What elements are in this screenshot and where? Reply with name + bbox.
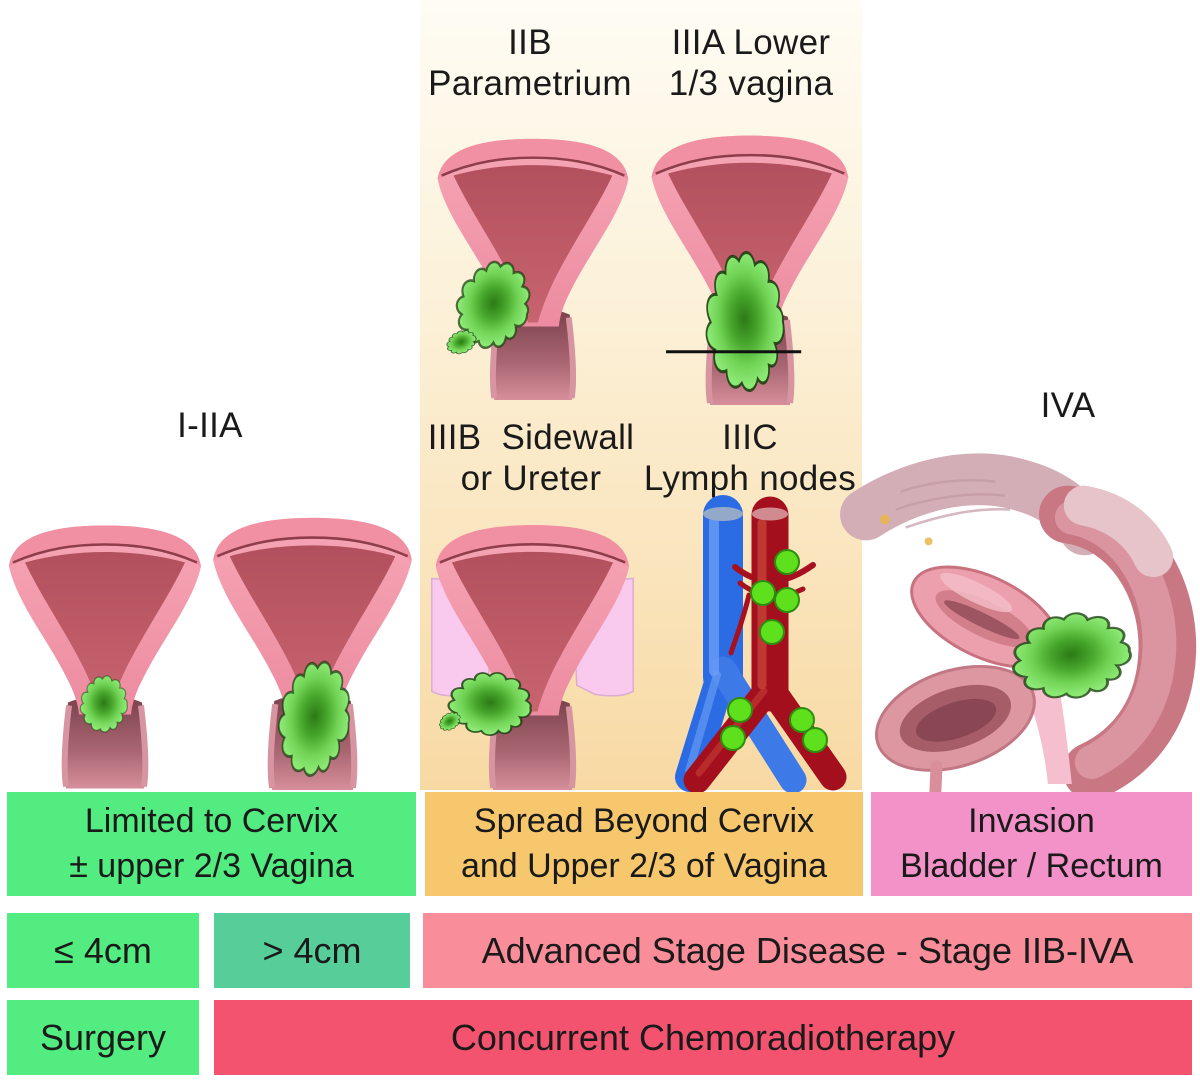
bar-limited-line2: ± upper 2/3 Vagina — [69, 847, 354, 885]
lymph-nodes — [720, 549, 828, 753]
stage-label-i-iia: I-IIA — [110, 405, 310, 446]
bar-invasion-line2: Bladder / Rectum — [900, 847, 1163, 885]
bar-le-4cm-label: ≤ 4cm — [54, 929, 152, 971]
lymph-node-icon — [720, 725, 746, 751]
stage-label-iiib: IIIB Sidewall or Ureter — [420, 417, 642, 499]
stage-label-iva: IVA — [968, 385, 1168, 426]
bar-advanced-label: Advanced Stage Disease - Stage IIB-IVA — [481, 929, 1134, 971]
bar-advanced-stage-disease: Advanced Stage Disease - Stage IIB-IVA — [423, 913, 1192, 988]
lymph-node-icon — [789, 707, 815, 733]
lymph-node-icon — [802, 727, 828, 753]
bar-chemo-label: Concurrent Chemoradiotherapy — [450, 1016, 956, 1058]
lymph-node-icon — [727, 697, 753, 723]
vein-blue — [675, 495, 807, 794]
rectum — [1038, 485, 1197, 800]
illustration-pelvis-iva — [840, 453, 1197, 807]
bar-surgery-label: Surgery — [39, 1016, 167, 1058]
bar-spread-beyond-cervix: Spread Beyond Cervix and Upper 2/3 of Va… — [425, 792, 863, 896]
bar-spread-line1: Spread Beyond Cervix — [473, 802, 815, 840]
stage-label-iib: IIB Parametrium — [420, 22, 640, 104]
illustration-uterus-i-iia-large — [205, 490, 420, 790]
stage-label-iiic: IIIC Lymph nodes — [635, 417, 865, 499]
stage-label-iiia-line2: 1/3 vagina — [668, 64, 834, 103]
illustration-uterus-i-iia-small — [5, 497, 205, 790]
bar-limited-line1: Limited to Cervix — [84, 802, 339, 840]
stage-label-iiib-line2: or Ureter — [460, 459, 602, 498]
stage-label-iiic-line2: Lymph nodes — [643, 459, 857, 498]
illustration-uterus-iiia — [640, 108, 860, 405]
bar-invasion-line1: Invasion — [968, 802, 1095, 840]
bar-spread-line2: and Upper 2/3 of Vagina — [460, 847, 828, 885]
lymph-node-icon — [774, 549, 800, 575]
uterus-sagittal — [910, 565, 1061, 669]
stage-label-iiic-line1: IIIC — [722, 418, 778, 457]
stage-label-iiia: IIIA Lower 1/3 vagina — [635, 22, 867, 104]
bar-invasion-bladder-rectum: Invasion Bladder / Rectum — [871, 792, 1192, 896]
illustration-uterus-iib — [428, 112, 638, 400]
lymph-node-icon — [750, 580, 776, 606]
stage-label-i-iia-text: I-IIA — [177, 406, 243, 445]
stage-label-iib-line2: Parametrium — [428, 64, 632, 103]
stage-label-iiia-line1: IIIA Lower — [671, 23, 831, 62]
stage-label-iib-line1: IIB — [508, 23, 552, 62]
bar-surgery: Surgery — [7, 1000, 199, 1075]
lymph-node-icon — [774, 587, 800, 613]
stage-label-iva-text: IVA — [1040, 386, 1096, 425]
bar-gt-4cm-label: > 4cm — [262, 929, 362, 971]
stage-label-iiib-line1: IIIB Sidewall — [427, 418, 635, 457]
illustration-uterus-iiib — [425, 498, 634, 790]
illustration-lymph-nodes-iiic — [675, 495, 847, 794]
bar-limited-to-cervix: Limited to Cervix ± upper 2/3 Vagina — [7, 792, 416, 896]
bar-le-4cm: ≤ 4cm — [7, 913, 199, 988]
lymph-node-icon — [759, 619, 785, 645]
bar-concurrent-chemoradiotherapy: Concurrent Chemoradiotherapy — [214, 1000, 1192, 1075]
bar-gt-4cm: > 4cm — [214, 913, 410, 988]
